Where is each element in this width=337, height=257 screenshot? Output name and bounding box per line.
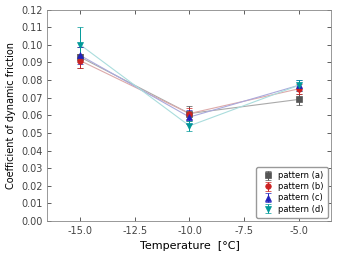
X-axis label: Temperature  [°C]: Temperature [°C] <box>140 241 239 251</box>
Y-axis label: Coefficient of dynamic friction: Coefficient of dynamic friction <box>5 42 16 189</box>
Legend: pattern (a), pattern (b), pattern (c), pattern (d): pattern (a), pattern (b), pattern (c), p… <box>256 167 328 218</box>
